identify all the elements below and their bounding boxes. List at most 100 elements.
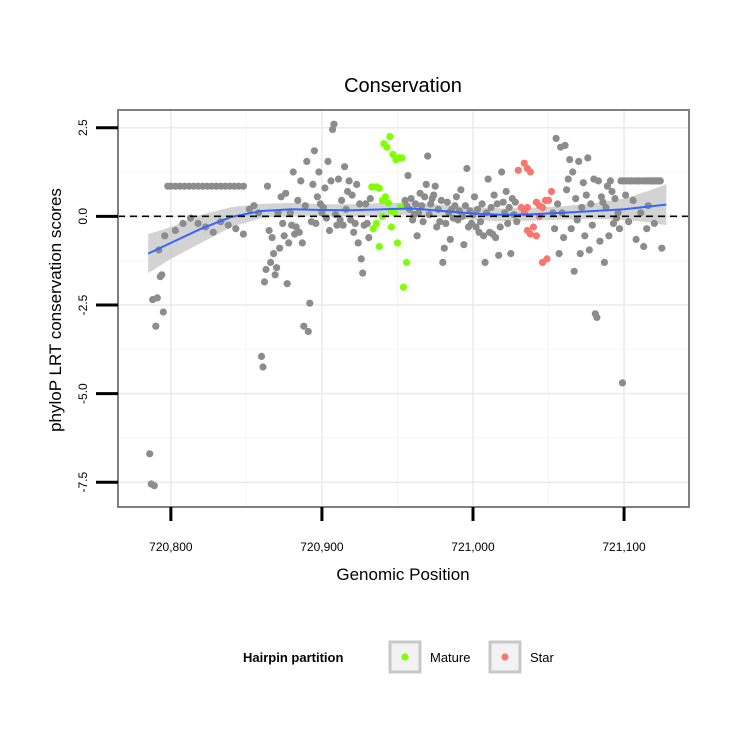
- data-point: [493, 200, 501, 208]
- data-point: [404, 172, 412, 180]
- data-point: [566, 156, 574, 164]
- data-point: [487, 203, 495, 212]
- data-point: [289, 168, 297, 176]
- data-point: [615, 225, 624, 233]
- data-point: [315, 168, 323, 176]
- data-point: [511, 198, 519, 206]
- data-point: [637, 209, 645, 217]
- data-point: [609, 219, 618, 227]
- star-point: [547, 187, 556, 196]
- data-point: [366, 195, 374, 203]
- data-point: [415, 209, 423, 217]
- data-point: [458, 212, 466, 220]
- data-point: [600, 258, 609, 266]
- data-point: [492, 234, 500, 242]
- data-point: [603, 182, 612, 190]
- data-point: [560, 234, 568, 242]
- star-point: [520, 159, 528, 167]
- mature-point: [386, 133, 394, 141]
- data-point: [433, 223, 441, 231]
- star-point: [517, 203, 525, 212]
- data-point: [345, 177, 353, 185]
- data-point: [351, 219, 359, 227]
- axes: 720,800 720,900 721,000 721,100 2.5 0.0 -2.5 -5…: [76, 109, 690, 554]
- data-point: [363, 219, 371, 227]
- data-point: [576, 250, 584, 258]
- data-point: [179, 219, 187, 227]
- data-point: [280, 232, 288, 240]
- data-point: [171, 226, 179, 235]
- data-point: [263, 182, 272, 190]
- data-point: [276, 244, 284, 252]
- data-point: [356, 200, 364, 208]
- data-point: [594, 177, 603, 185]
- data-point: [150, 482, 158, 490]
- data-point: [502, 187, 510, 196]
- data-point: [424, 152, 432, 160]
- star-point: [543, 255, 551, 263]
- data-point: [267, 258, 275, 266]
- data-point: [271, 271, 279, 279]
- mature-point: [372, 219, 380, 227]
- y-tick-label: -7.5: [76, 472, 90, 493]
- data-point: [232, 225, 240, 233]
- data-point: [357, 255, 365, 263]
- data-point: [476, 218, 485, 226]
- data-point: [625, 218, 633, 226]
- data-point: [463, 164, 471, 173]
- y-tick-label: 0.0: [76, 208, 90, 225]
- data-point: [443, 198, 451, 206]
- data-point: [282, 189, 290, 197]
- data-point: [513, 218, 521, 226]
- mature-point: [375, 242, 383, 251]
- data-point: [224, 221, 232, 229]
- data-point: [285, 239, 293, 247]
- mature-point: [402, 258, 411, 266]
- data-point: [578, 203, 586, 212]
- data-point: [336, 216, 344, 224]
- mature-point: [399, 283, 408, 291]
- data-point: [507, 250, 515, 258]
- data-point: [306, 299, 314, 307]
- legend-key-mature: [401, 653, 409, 661]
- data-point: [407, 195, 415, 203]
- star-point: [523, 203, 532, 212]
- data-point: [460, 241, 468, 249]
- data-point: [632, 235, 640, 243]
- mature-point: [369, 225, 377, 233]
- data-point: [421, 193, 429, 201]
- data-point: [239, 182, 247, 190]
- data-point: [250, 202, 258, 210]
- data-point: [158, 271, 166, 279]
- mature-point: [383, 143, 391, 151]
- data-point: [622, 191, 630, 199]
- data-point: [304, 327, 312, 336]
- data-point: [564, 175, 572, 183]
- x-tick-label: 720,900: [300, 540, 344, 554]
- data-point: [567, 225, 575, 233]
- data-point: [365, 234, 373, 242]
- data-point: [292, 223, 300, 231]
- data-point: [584, 154, 592, 162]
- y-tick-label: 2.5: [76, 119, 90, 136]
- data-point: [478, 200, 486, 208]
- data-point: [159, 308, 167, 316]
- data-point: [555, 250, 563, 258]
- data-point: [359, 269, 367, 277]
- data-point: [570, 267, 578, 275]
- data-point: [611, 195, 619, 203]
- data-point: [457, 186, 465, 194]
- data-point: [585, 246, 593, 254]
- data-point: [268, 234, 276, 242]
- x-tick-label: 721,000: [451, 540, 495, 554]
- star-point: [529, 223, 538, 231]
- star-point: [514, 166, 522, 174]
- data-point: [270, 250, 278, 258]
- data-point: [442, 219, 450, 227]
- data-point: [505, 203, 513, 212]
- data-point: [640, 242, 648, 251]
- data-point: [561, 141, 569, 149]
- data-point: [321, 184, 329, 192]
- data-point: [350, 228, 358, 236]
